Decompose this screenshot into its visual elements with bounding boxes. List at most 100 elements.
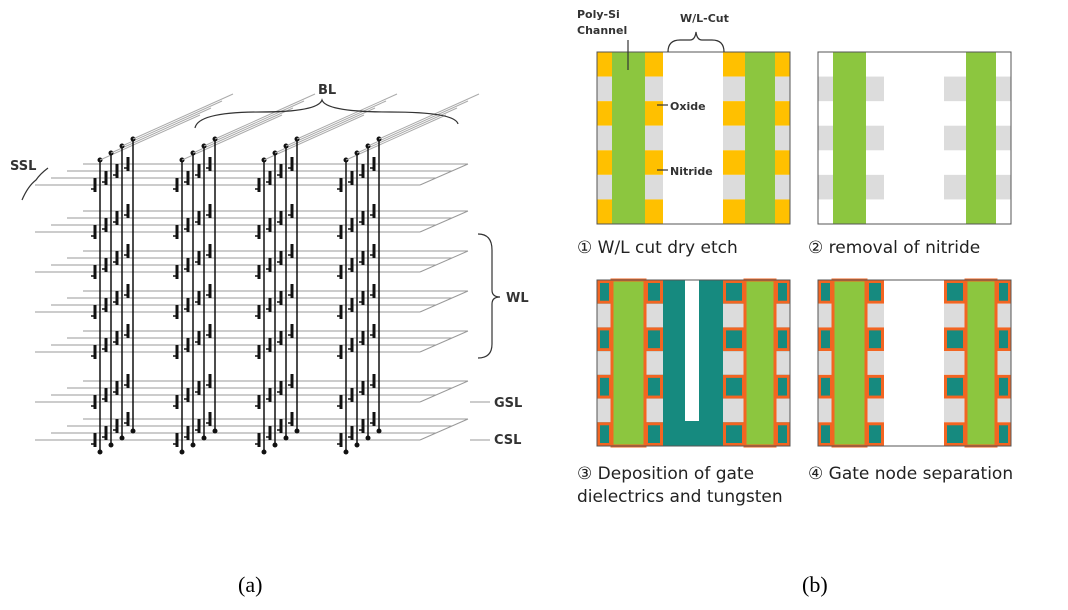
oxide bbox=[645, 304, 663, 328]
contact bbox=[202, 436, 207, 441]
oxide bbox=[645, 351, 663, 375]
gate bbox=[998, 376, 1010, 397]
oxide-label: Oxide bbox=[670, 100, 706, 113]
bit-line bbox=[368, 101, 468, 146]
gate bbox=[777, 329, 789, 350]
gate bbox=[820, 329, 832, 350]
oxide bbox=[597, 126, 612, 151]
bit-line bbox=[204, 101, 304, 146]
plane-edge bbox=[420, 211, 468, 232]
oxide bbox=[818, 304, 833, 328]
channel bbox=[966, 280, 996, 446]
gate bbox=[599, 282, 611, 303]
plane-edge bbox=[420, 164, 468, 185]
gate bbox=[599, 376, 611, 397]
channel bbox=[966, 52, 996, 224]
oxide bbox=[866, 351, 884, 375]
oxide bbox=[996, 399, 1011, 423]
gate bbox=[777, 424, 789, 445]
contact bbox=[262, 450, 267, 455]
gate bbox=[946, 282, 965, 303]
nitride bbox=[723, 199, 745, 224]
oxide bbox=[775, 304, 790, 328]
gate bbox=[946, 376, 965, 397]
oxide bbox=[944, 77, 966, 102]
oxide bbox=[597, 351, 612, 375]
channel bbox=[833, 280, 866, 446]
nitride-label: Nitride bbox=[670, 165, 713, 178]
oxide bbox=[818, 175, 833, 200]
nitride bbox=[645, 150, 663, 175]
gate bbox=[868, 282, 883, 303]
wl-cut-label: W/L-Cut bbox=[680, 12, 729, 25]
bit-line bbox=[111, 108, 211, 153]
gate bbox=[647, 376, 662, 397]
nitride bbox=[723, 150, 745, 175]
oxide bbox=[723, 351, 745, 375]
oxide bbox=[723, 304, 745, 328]
gate bbox=[725, 424, 744, 445]
contact bbox=[284, 436, 289, 441]
bit-line bbox=[264, 115, 364, 160]
oxide bbox=[597, 77, 612, 102]
oxide bbox=[723, 77, 745, 102]
bit-line bbox=[215, 94, 315, 139]
bit-line bbox=[275, 108, 375, 153]
gate bbox=[647, 282, 662, 303]
gate bbox=[725, 282, 744, 303]
gate bbox=[820, 424, 832, 445]
nitride bbox=[775, 199, 790, 224]
gate bbox=[868, 376, 883, 397]
oxide bbox=[775, 399, 790, 423]
gate bbox=[647, 424, 662, 445]
channel bbox=[745, 52, 775, 224]
nitride bbox=[597, 199, 612, 224]
bit-line bbox=[182, 115, 282, 160]
contact bbox=[191, 443, 196, 448]
caption-a: (a) bbox=[238, 572, 262, 597]
gsl-label: GSL bbox=[494, 396, 522, 411]
nitride bbox=[645, 199, 663, 224]
nitride bbox=[597, 101, 612, 126]
bit-line bbox=[122, 101, 222, 146]
caption-b: (b) bbox=[802, 572, 828, 597]
oxide bbox=[597, 175, 612, 200]
channel bbox=[833, 52, 866, 224]
gate bbox=[647, 329, 662, 350]
oxide bbox=[944, 126, 966, 151]
oxide bbox=[597, 399, 612, 423]
nitride bbox=[723, 101, 745, 126]
oxide bbox=[818, 126, 833, 151]
nitride bbox=[645, 52, 663, 77]
oxide bbox=[996, 304, 1011, 328]
contact bbox=[295, 429, 300, 434]
contact bbox=[180, 450, 185, 455]
nitride bbox=[597, 150, 612, 175]
oxide bbox=[723, 126, 745, 151]
contact bbox=[98, 450, 103, 455]
channel-label: Channel bbox=[577, 24, 627, 37]
step-label: ① W/L cut dry etch bbox=[577, 238, 738, 258]
bit-line bbox=[100, 115, 200, 160]
plane-edge bbox=[420, 419, 468, 440]
bit-line bbox=[357, 108, 457, 153]
oxide bbox=[775, 126, 790, 151]
bl-label: BL bbox=[318, 83, 336, 98]
gate bbox=[777, 376, 789, 397]
contact bbox=[366, 436, 371, 441]
channel bbox=[745, 280, 775, 446]
gate bbox=[599, 329, 611, 350]
contact bbox=[213, 429, 218, 434]
step-label: dielectrics and tungsten bbox=[577, 487, 783, 507]
figure: BL SSL WL GSL CSL (a) (b) Poly-Si Channe… bbox=[0, 0, 1068, 610]
gate bbox=[599, 424, 611, 445]
step-label: ③ Deposition of gate bbox=[577, 464, 754, 484]
nitride bbox=[775, 52, 790, 77]
bit-line bbox=[133, 94, 233, 139]
nitride bbox=[775, 101, 790, 126]
nitride bbox=[597, 52, 612, 77]
bit-line bbox=[193, 108, 293, 153]
wl-brace bbox=[478, 234, 500, 358]
nitride bbox=[723, 52, 745, 77]
gate bbox=[998, 424, 1010, 445]
